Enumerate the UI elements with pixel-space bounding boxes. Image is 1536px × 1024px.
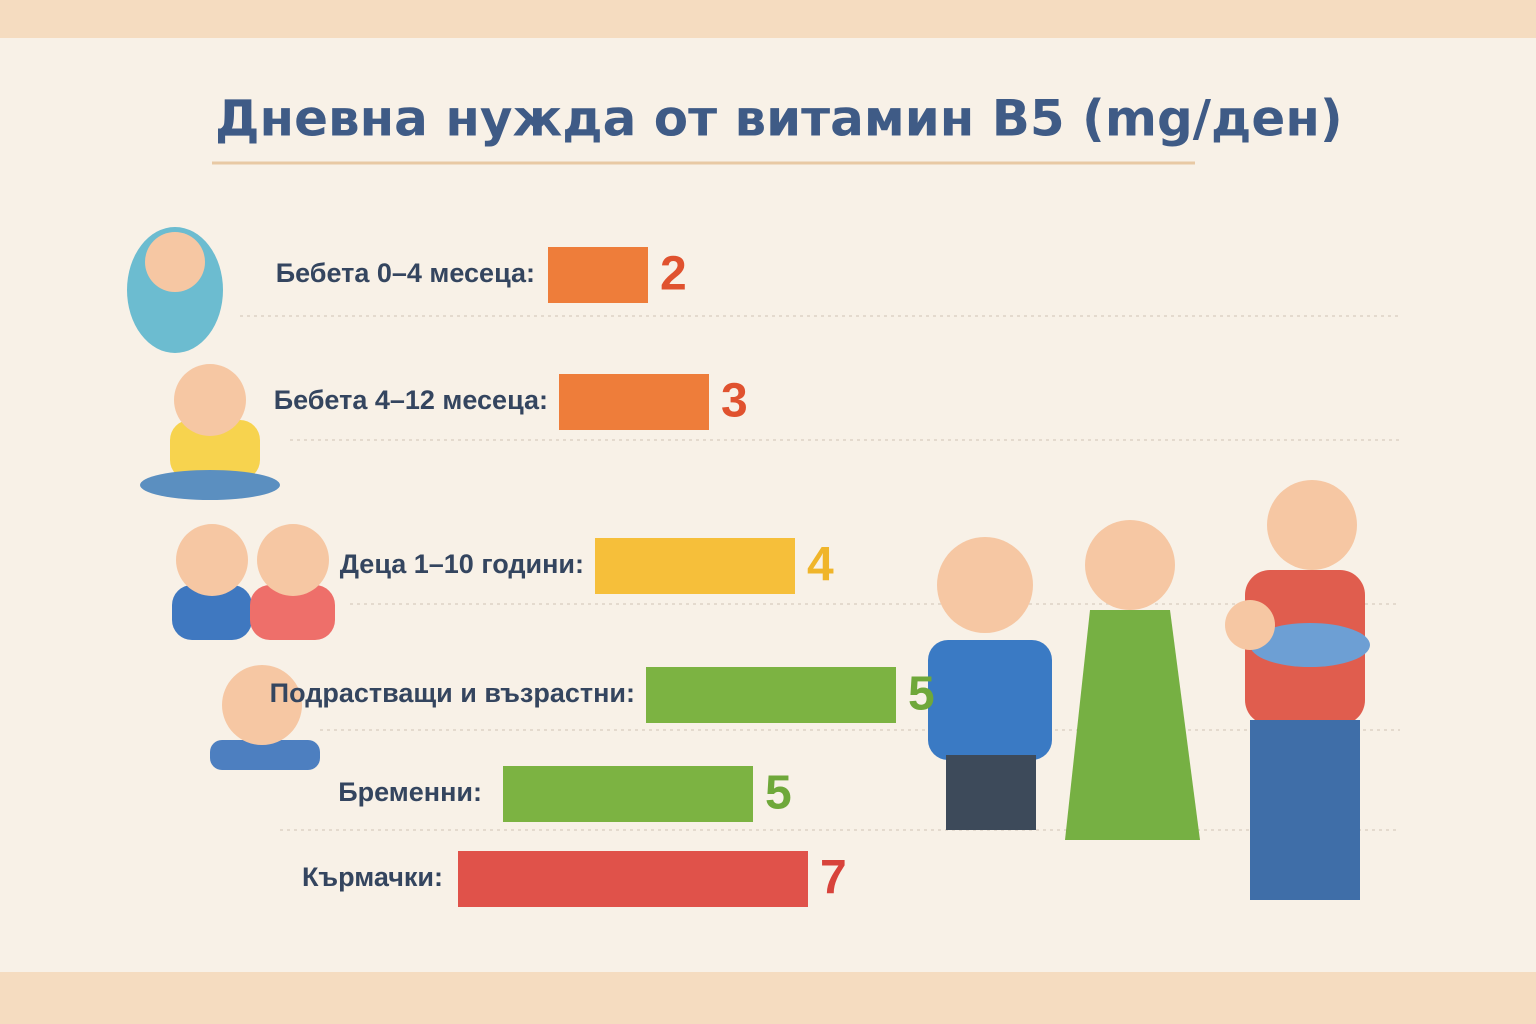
value-label: 5 (765, 767, 792, 820)
category-label: Бебета 0–4 месеца: (276, 258, 535, 288)
bar (503, 766, 753, 822)
bar (646, 667, 896, 723)
value-label: 7 (820, 852, 847, 905)
value-label: 2 (660, 248, 687, 301)
value-label: 4 (807, 539, 834, 592)
category-label: Деца 1–10 години: (340, 549, 584, 579)
separators (240, 315, 1400, 831)
category-label: Подрастващи и възрастни: (270, 678, 635, 708)
chart-title: Дневна нужда от витамин B5 (mg/ден) (215, 90, 1343, 148)
category-label: Кърмачки: (302, 862, 443, 892)
bar (595, 538, 795, 594)
category-label: Бременни: (338, 777, 482, 807)
category-label: Бебета 4–12 месеца: (274, 385, 548, 415)
bar (559, 374, 709, 430)
top-band (0, 0, 1536, 38)
bottom-band (0, 972, 1536, 1024)
bar (548, 247, 648, 303)
illustrations (127, 227, 1370, 900)
value-label: 5 (908, 668, 935, 721)
value-label: 3 (721, 375, 748, 428)
bar (458, 851, 808, 907)
